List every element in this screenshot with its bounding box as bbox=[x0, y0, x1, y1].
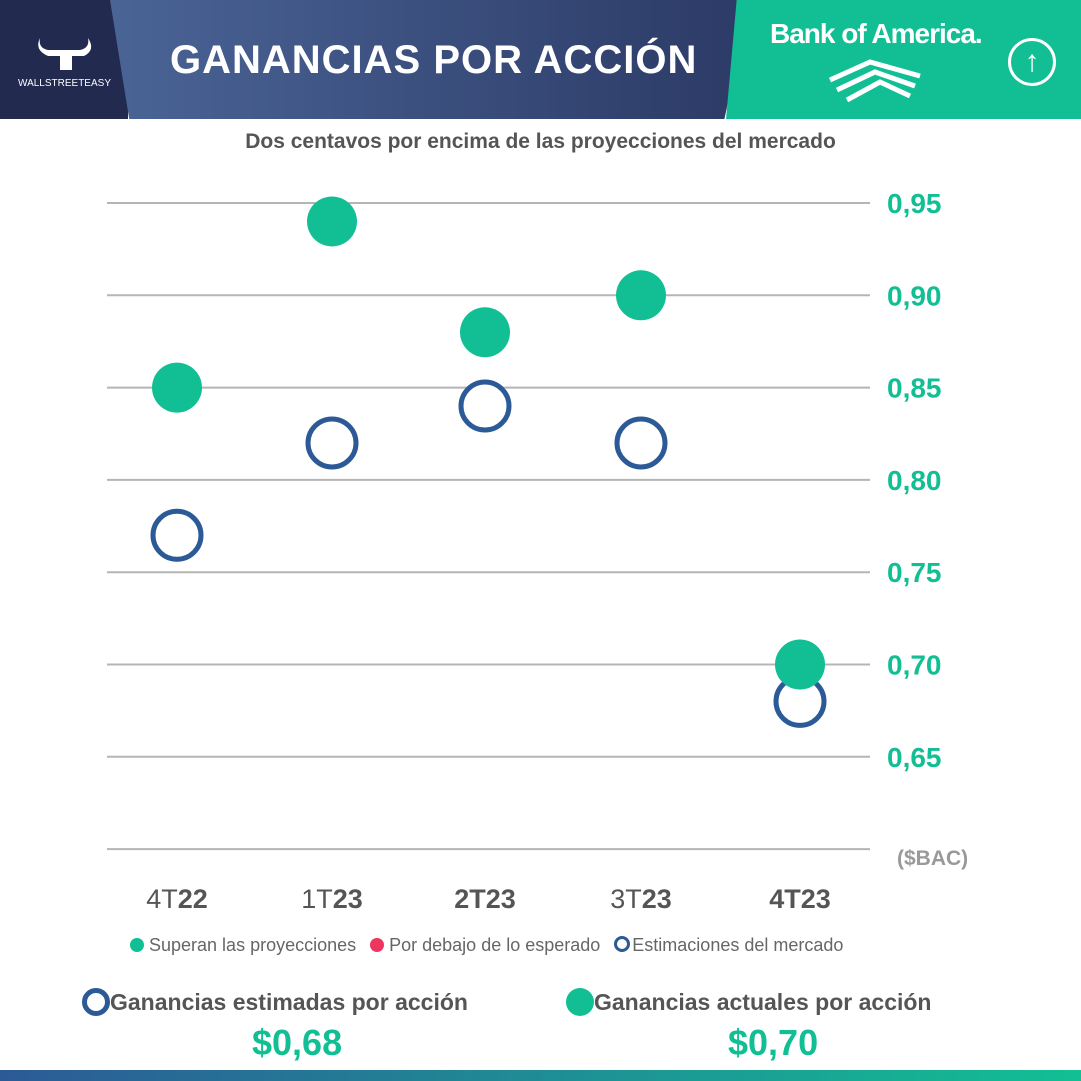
actual-point bbox=[616, 270, 666, 321]
actual-point bbox=[307, 196, 357, 247]
footer-bar bbox=[0, 1070, 1081, 1081]
title-banner bbox=[110, 0, 750, 119]
actual-eps-value: $0,70 bbox=[728, 1022, 819, 1063]
y-tick-label: 0,70 bbox=[887, 650, 942, 681]
bank-flag-icon bbox=[828, 59, 921, 103]
y-tick-label: 0,80 bbox=[887, 465, 942, 496]
actual-point bbox=[460, 307, 510, 358]
estimated-eps-value: $0,68 bbox=[252, 1022, 343, 1063]
y-tick-label: 0,65 bbox=[887, 742, 942, 773]
green-dot-icon bbox=[566, 988, 594, 1016]
legend-label: Por debajo de lo esperado bbox=[389, 935, 601, 955]
x-tick-label: 2T23 bbox=[454, 884, 516, 914]
logo-text: WALLSTREETEASY bbox=[18, 78, 111, 89]
page-title: GANANCIAS POR ACCIÓN bbox=[170, 38, 698, 82]
actual-point bbox=[775, 639, 825, 690]
chart-subtitle: Dos centavos por encima de las proyeccio… bbox=[245, 130, 836, 153]
x-tick-label: 3T23 bbox=[610, 884, 672, 914]
estimated-eps-label: Ganancias estimadas por acción bbox=[82, 988, 468, 1016]
red-dot-icon bbox=[370, 938, 385, 952]
legend-label: Estimaciones del mercado bbox=[632, 935, 844, 955]
wallstreeteasy-logo: WALLSTREETEASY bbox=[0, 0, 128, 119]
y-tick-label: 0,95 bbox=[887, 188, 942, 219]
y-tick-label: 0,75 bbox=[887, 557, 942, 588]
legend-item-above: Superan las proyecciones bbox=[130, 935, 356, 956]
estimate-point bbox=[305, 416, 359, 470]
bank-of-america-logo: Bank of America. bbox=[770, 18, 983, 49]
actual-label-text: Ganancias actuales por acción bbox=[594, 989, 932, 1015]
legend: Superan las proyecciones Por debajo de l… bbox=[130, 935, 843, 956]
green-dot-icon bbox=[130, 938, 144, 952]
estimate-point bbox=[150, 508, 204, 562]
blue-ring-icon bbox=[82, 988, 110, 1016]
actual-point bbox=[152, 362, 202, 413]
arrow-up-circle-icon: ↑ bbox=[1008, 38, 1056, 86]
x-tick-label: 4T23 bbox=[769, 884, 831, 914]
unit-label: ($BAC) bbox=[897, 847, 968, 870]
y-tick-label: 0,90 bbox=[887, 280, 942, 311]
legend-label: Superan las proyecciones bbox=[149, 935, 357, 955]
estimate-point bbox=[614, 416, 668, 470]
header: WALLSTREETEASY GANANCIAS POR ACCIÓN Bank… bbox=[0, 0, 1081, 119]
estimated-label-text: Ganancias estimadas por acción bbox=[110, 989, 468, 1015]
y-tick-label: 0,85 bbox=[887, 373, 942, 404]
bull-icon bbox=[38, 38, 92, 70]
x-tick-label: 1T23 bbox=[301, 884, 363, 914]
legend-item-estimate: Estimaciones del mercado bbox=[614, 935, 843, 956]
actual-eps-label: Ganancias actuales por acción bbox=[566, 988, 931, 1016]
x-tick-label: 4T22 bbox=[146, 884, 208, 914]
chart: 0,95 0,90 0,85 0,80 0,75 0,70 0,65 ($BAC) 4T22 1T… bbox=[107, 188, 968, 914]
estimate-point bbox=[458, 379, 512, 433]
blue-ring-icon bbox=[614, 936, 631, 952]
legend-item-below: Por debajo de lo esperado bbox=[370, 935, 600, 956]
